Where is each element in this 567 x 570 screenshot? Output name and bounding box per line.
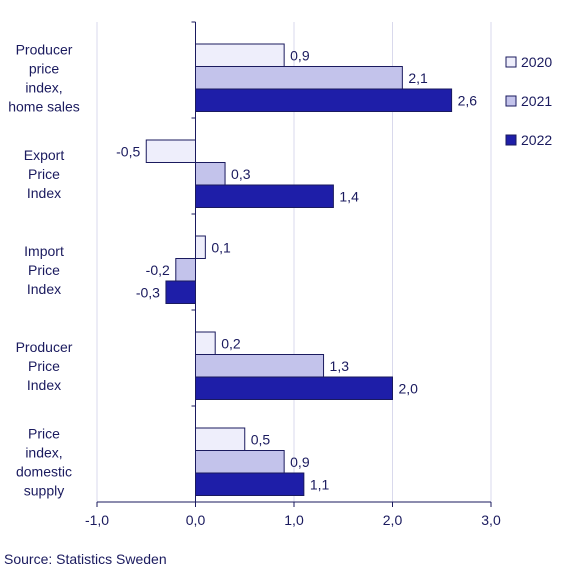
data-label: 0,1 bbox=[211, 239, 231, 255]
bar-2021-4 bbox=[195, 450, 285, 474]
bar-2022-3 bbox=[195, 376, 393, 400]
data-label: 1,3 bbox=[330, 358, 350, 374]
data-label: -0,5 bbox=[116, 143, 140, 159]
legend-label: 2021 bbox=[521, 93, 552, 109]
legend-label: 2020 bbox=[521, 54, 552, 70]
data-label: -0,3 bbox=[136, 284, 160, 300]
category-label: supply bbox=[24, 482, 64, 498]
source-note: Source: Statistics Sweden bbox=[4, 551, 167, 567]
data-label: 0,2 bbox=[221, 335, 241, 351]
x-tick-label: 2,0 bbox=[383, 512, 403, 528]
data-label: 0,9 bbox=[290, 47, 310, 63]
legend-swatch-2020 bbox=[505, 56, 517, 68]
bar-2022-0 bbox=[195, 88, 453, 112]
legend-swatch-2022 bbox=[505, 134, 517, 146]
bar-2021-3 bbox=[195, 354, 325, 378]
data-label: 2,1 bbox=[408, 70, 428, 86]
data-label: 2,0 bbox=[399, 380, 419, 396]
legend-swatch-2021 bbox=[505, 95, 517, 107]
data-label: 0,9 bbox=[290, 454, 310, 470]
bar-2020-1 bbox=[145, 139, 196, 163]
x-tick-label: -1,0 bbox=[85, 512, 109, 528]
category-label: Index bbox=[27, 185, 61, 201]
category-label: Price bbox=[28, 166, 60, 182]
data-label: 2,6 bbox=[458, 92, 478, 108]
data-label: 0,5 bbox=[251, 431, 271, 447]
category-label: Producer bbox=[16, 41, 73, 57]
bar-2020-3 bbox=[195, 331, 216, 355]
category-label: Producer bbox=[16, 339, 73, 355]
category-label: Index bbox=[27, 377, 61, 393]
category-label: Price bbox=[28, 425, 60, 441]
bar-2020-4 bbox=[195, 427, 246, 451]
data-label: -0,2 bbox=[146, 262, 170, 278]
data-label: 1,4 bbox=[339, 188, 359, 204]
category-label: index, bbox=[25, 444, 62, 460]
category-label: Index bbox=[27, 281, 61, 297]
category-label: Price bbox=[28, 358, 60, 374]
bar-2021-1 bbox=[195, 162, 226, 186]
x-tick-label: 0,0 bbox=[186, 512, 206, 528]
bar-2021-2 bbox=[175, 258, 197, 282]
bar-2022-2 bbox=[165, 280, 196, 304]
bar-2022-1 bbox=[195, 184, 334, 208]
bar-2020-2 bbox=[195, 235, 206, 259]
category-label: index, bbox=[25, 79, 62, 95]
category-label: Price bbox=[28, 262, 60, 278]
x-tick-label: 3,0 bbox=[481, 512, 501, 528]
bar-2021-0 bbox=[195, 66, 403, 90]
legend-label: 2022 bbox=[521, 132, 552, 148]
bar-2020-0 bbox=[195, 43, 285, 67]
x-tick-label: 1,0 bbox=[284, 512, 304, 528]
bar-2022-4 bbox=[195, 472, 305, 496]
category-label: domestic bbox=[16, 463, 72, 479]
category-label: Import bbox=[24, 243, 64, 259]
category-label: Export bbox=[24, 147, 65, 163]
data-label: 0,3 bbox=[231, 166, 251, 182]
category-label: home sales bbox=[8, 98, 80, 114]
category-label: price bbox=[29, 60, 60, 76]
data-label: 1,1 bbox=[310, 476, 330, 492]
